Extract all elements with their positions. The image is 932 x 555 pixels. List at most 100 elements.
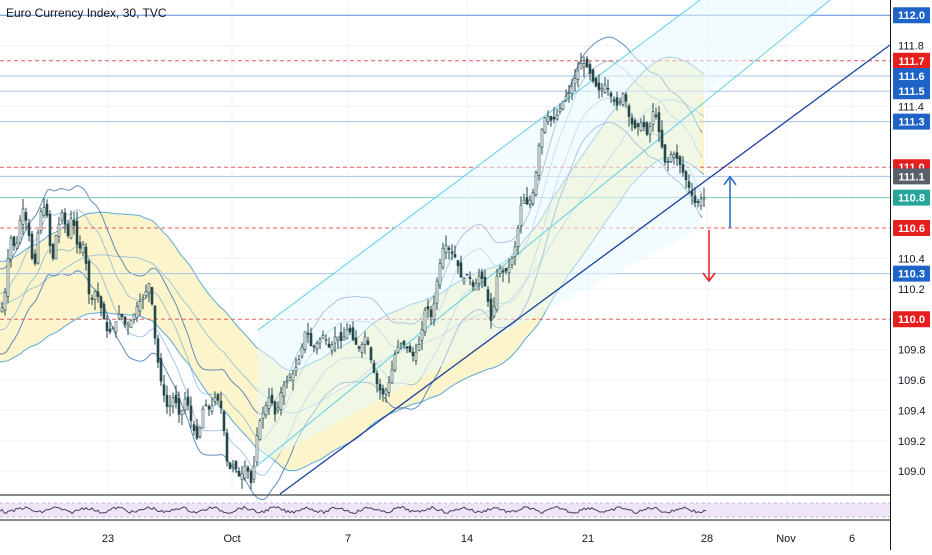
candle-body — [66, 224, 70, 236]
candle-body — [456, 260, 460, 267]
candle-body — [597, 82, 601, 91]
candle-body — [591, 69, 595, 82]
candle-body — [57, 223, 61, 237]
candle-body — [117, 313, 121, 320]
candle-body — [603, 84, 607, 93]
candle-body — [693, 195, 697, 203]
candle-body — [651, 111, 655, 125]
candle-body — [258, 420, 262, 440]
price-badge — [893, 83, 930, 100]
candle-body — [93, 291, 97, 300]
y-tick-label: 110.2 — [898, 284, 925, 296]
candle-body — [504, 267, 508, 272]
candle-body — [363, 336, 367, 345]
candle-body — [417, 344, 421, 351]
candle-body — [183, 398, 187, 411]
candle-body — [141, 297, 145, 300]
candle-body — [540, 128, 544, 148]
price-badge — [893, 265, 930, 282]
candle-body — [198, 427, 202, 437]
candle-body — [132, 313, 136, 320]
candle-body — [681, 164, 685, 173]
candle-body — [537, 145, 541, 176]
candle-body — [357, 346, 361, 349]
candle-body — [663, 144, 667, 163]
candle-body — [90, 298, 94, 300]
candle-body — [414, 351, 418, 361]
candle-body — [345, 329, 349, 339]
candle-body — [279, 392, 283, 410]
candle-body — [702, 197, 706, 200]
candle-body — [147, 283, 151, 293]
candle-body — [0, 307, 4, 312]
price-badge-label: 111.3 — [898, 117, 924, 129]
candle-body — [654, 114, 658, 117]
candle-body — [237, 470, 241, 477]
candle-body — [567, 92, 571, 94]
chart-title: Euro Currency Index, 30, TVC — [6, 6, 167, 20]
y-tick-label: 111.4 — [898, 101, 924, 113]
candle-body — [486, 289, 490, 302]
candle-body — [168, 405, 172, 408]
channel-mid-line — [257, 0, 831, 466]
candle-body — [471, 281, 475, 287]
x-tick-label: 21 — [582, 533, 594, 545]
candle-body — [78, 241, 82, 249]
candle-body — [354, 337, 358, 345]
candle-body — [159, 358, 163, 382]
candle-body — [510, 258, 514, 266]
candle-body — [624, 94, 628, 102]
candle-body — [381, 388, 385, 395]
candle-body — [39, 211, 43, 231]
candle-body — [321, 335, 325, 339]
candle-body — [231, 464, 235, 467]
candle-body — [45, 203, 49, 216]
candle-body — [549, 116, 553, 121]
candle-body — [48, 214, 52, 247]
candle-body — [384, 389, 388, 395]
candle-body — [333, 336, 337, 344]
candle-body — [675, 152, 679, 159]
candle-body — [696, 201, 700, 203]
candle-body — [27, 222, 31, 236]
candle-body — [282, 384, 286, 397]
candle-body — [270, 394, 274, 404]
candle-body — [234, 460, 238, 469]
price-badge — [893, 168, 930, 185]
support-trendline — [279, 44, 891, 495]
candle-body — [216, 394, 220, 401]
y-tick-label: 109.6 — [898, 375, 926, 387]
candle-body — [129, 320, 133, 328]
candle-body — [126, 323, 130, 328]
candle-body — [648, 126, 652, 135]
candle-body — [123, 316, 127, 325]
candle-body — [399, 342, 403, 346]
candle-body — [18, 220, 22, 243]
candle-body — [435, 280, 439, 304]
candle-body — [600, 88, 604, 91]
candle-body — [588, 64, 592, 74]
candle-body — [387, 382, 391, 393]
candle-body — [492, 306, 496, 317]
candle-body — [474, 283, 478, 291]
y-tick-label: 109.2 — [898, 436, 926, 448]
candle-body — [546, 116, 550, 122]
candle-body — [522, 199, 526, 204]
candle-body — [165, 394, 169, 407]
x-tick-label: 28 — [701, 533, 713, 545]
candle-body — [369, 347, 373, 361]
candle-body — [201, 408, 205, 429]
candle-body — [444, 245, 448, 254]
price-badge — [893, 311, 930, 328]
candle-body — [366, 340, 370, 345]
candle-body — [33, 253, 37, 264]
candle-body — [570, 85, 574, 95]
candle-body — [450, 251, 454, 254]
candle-body — [21, 208, 25, 225]
candle-body — [579, 63, 583, 70]
candle-body — [54, 235, 58, 260]
candle-body — [189, 405, 193, 421]
candle-body — [264, 405, 268, 416]
